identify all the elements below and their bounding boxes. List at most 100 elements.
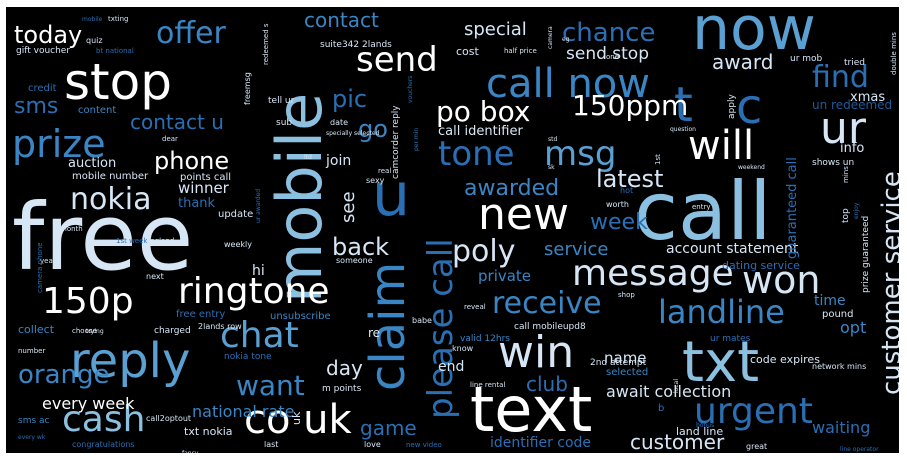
word-m-points: m points — [322, 384, 362, 394]
word-ur-mob: ur mob — [790, 54, 823, 64]
word-land-line: land line — [676, 425, 723, 438]
word-england: england — [146, 237, 174, 245]
word-trying: trying — [86, 328, 104, 335]
word-orange: orange — [18, 360, 110, 390]
word-call: call — [634, 165, 771, 258]
word-free: free — [12, 184, 193, 291]
word-month: month — [60, 225, 83, 233]
word-thank: thank — [178, 196, 216, 211]
word-gift-voucher: gift voucher — [16, 46, 70, 56]
word-1st: 1st — [654, 154, 662, 165]
word-private: private — [478, 267, 531, 285]
word-uk: uk — [290, 411, 303, 425]
word-national-rate: national rate — [192, 402, 294, 421]
word-co-uk: co uk — [244, 397, 353, 443]
word-1st-week: 1st week — [116, 237, 148, 245]
word-call2optout: call2optout — [146, 414, 191, 423]
word-ur: ur — [820, 103, 867, 154]
word-line-operator: line operator — [840, 446, 879, 453]
word-std: std — [548, 136, 557, 143]
word-want: want — [236, 369, 305, 402]
word-name: name — [604, 349, 647, 367]
word-someone: someone — [336, 256, 373, 265]
word-dear: dear — [162, 135, 178, 143]
word-enjoy: enjoy — [853, 202, 860, 219]
word-know: know — [452, 344, 474, 353]
word-150p: 150p — [42, 281, 134, 322]
word-back: back — [332, 233, 389, 261]
word-valid-12hrs: valid 12hrs — [460, 334, 510, 344]
word-babe: babe — [412, 316, 432, 325]
word-cloud-canvas: free call now text mobile txt stop call … — [6, 7, 899, 453]
word-win: win — [498, 327, 574, 378]
word-txt-nokia: txt nokia — [184, 425, 233, 438]
word-contact: contact — [304, 8, 379, 32]
word-call-mobileupd8: call mobileupd8 — [514, 322, 586, 332]
word-winner: winner — [178, 179, 230, 197]
word-reply: reply — [70, 333, 190, 389]
word-tell-ur: tell ur — [268, 96, 295, 106]
word-hi: hi — [252, 263, 265, 279]
word-ltd: ltd — [304, 154, 312, 161]
word-network-mins: network mins — [812, 362, 866, 371]
word-next: next — [146, 272, 164, 281]
word-2nd-attempt: 2nd attempt — [590, 358, 647, 368]
word-shop: shop — [618, 291, 635, 299]
word-find: find — [812, 60, 869, 95]
word-selected: selected — [606, 367, 648, 378]
word-camera: camera — [547, 26, 554, 49]
word-sms: sms — [14, 94, 58, 119]
word-content: content — [78, 105, 116, 116]
word-dating-service: dating service — [722, 259, 800, 272]
word-phone: phone — [154, 147, 229, 175]
word-every-week: every week — [42, 394, 135, 413]
word-fancy: fancy — [182, 450, 199, 453]
word-join: join — [325, 153, 351, 169]
word-real: real — [378, 167, 391, 175]
word-mobile-small: mobile — [82, 16, 103, 23]
word-150ppm: 150ppm — [572, 89, 688, 122]
word-reveal: reveal — [464, 303, 486, 311]
word-call-identifier: call identifier — [438, 124, 523, 139]
word-week: week — [590, 210, 648, 235]
word-un-redeemed: un redeemed — [812, 98, 892, 112]
word-ur-mates: ur mates — [710, 334, 751, 344]
word-see: see — [338, 191, 359, 223]
word-new: new — [478, 189, 569, 240]
word-pic: pic — [332, 85, 367, 113]
word-one: one — [606, 53, 619, 61]
word-year: year — [40, 257, 56, 265]
word-today: today — [14, 21, 82, 49]
word-account-statement: account statement — [666, 241, 799, 257]
word-t: t — [674, 77, 693, 133]
word-txt: txt — [682, 330, 759, 395]
word-shows-un: shows un — [812, 158, 854, 168]
word-contact-u: contact u — [130, 110, 224, 134]
word-time: time — [814, 293, 846, 309]
word-identifier-code: identifier code — [490, 435, 591, 451]
word-camera-phone: camera phone — [36, 242, 44, 293]
word-ringtone: ringtone — [178, 271, 330, 312]
word-prize: prize — [12, 122, 106, 166]
word-please-call: please call — [421, 238, 461, 419]
word-go: go — [358, 115, 388, 143]
word-send-stop: send stop — [566, 44, 649, 64]
word-now: now — [692, 7, 816, 64]
word-unsubscribe: unsubscribe — [270, 311, 331, 322]
word-auction: auction — [68, 156, 116, 171]
word-collect: collect — [18, 323, 55, 336]
word-weekend: weekend — [738, 164, 765, 171]
word-mobile: mobile — [263, 93, 336, 303]
word-sub: sub — [276, 118, 292, 128]
word-bonus: bonus — [696, 422, 714, 429]
word-eg: eg — [562, 36, 570, 43]
word-claim: claim — [360, 262, 416, 391]
word-end: end — [438, 359, 464, 375]
word-sexy: sexy — [366, 176, 385, 185]
word-free-entry: free entry — [176, 309, 225, 320]
word-mins: mins — [842, 166, 850, 183]
word-last: last — [264, 440, 278, 449]
word-special: special — [464, 19, 527, 40]
word-info: info — [840, 141, 864, 156]
word-c: c — [736, 79, 762, 135]
